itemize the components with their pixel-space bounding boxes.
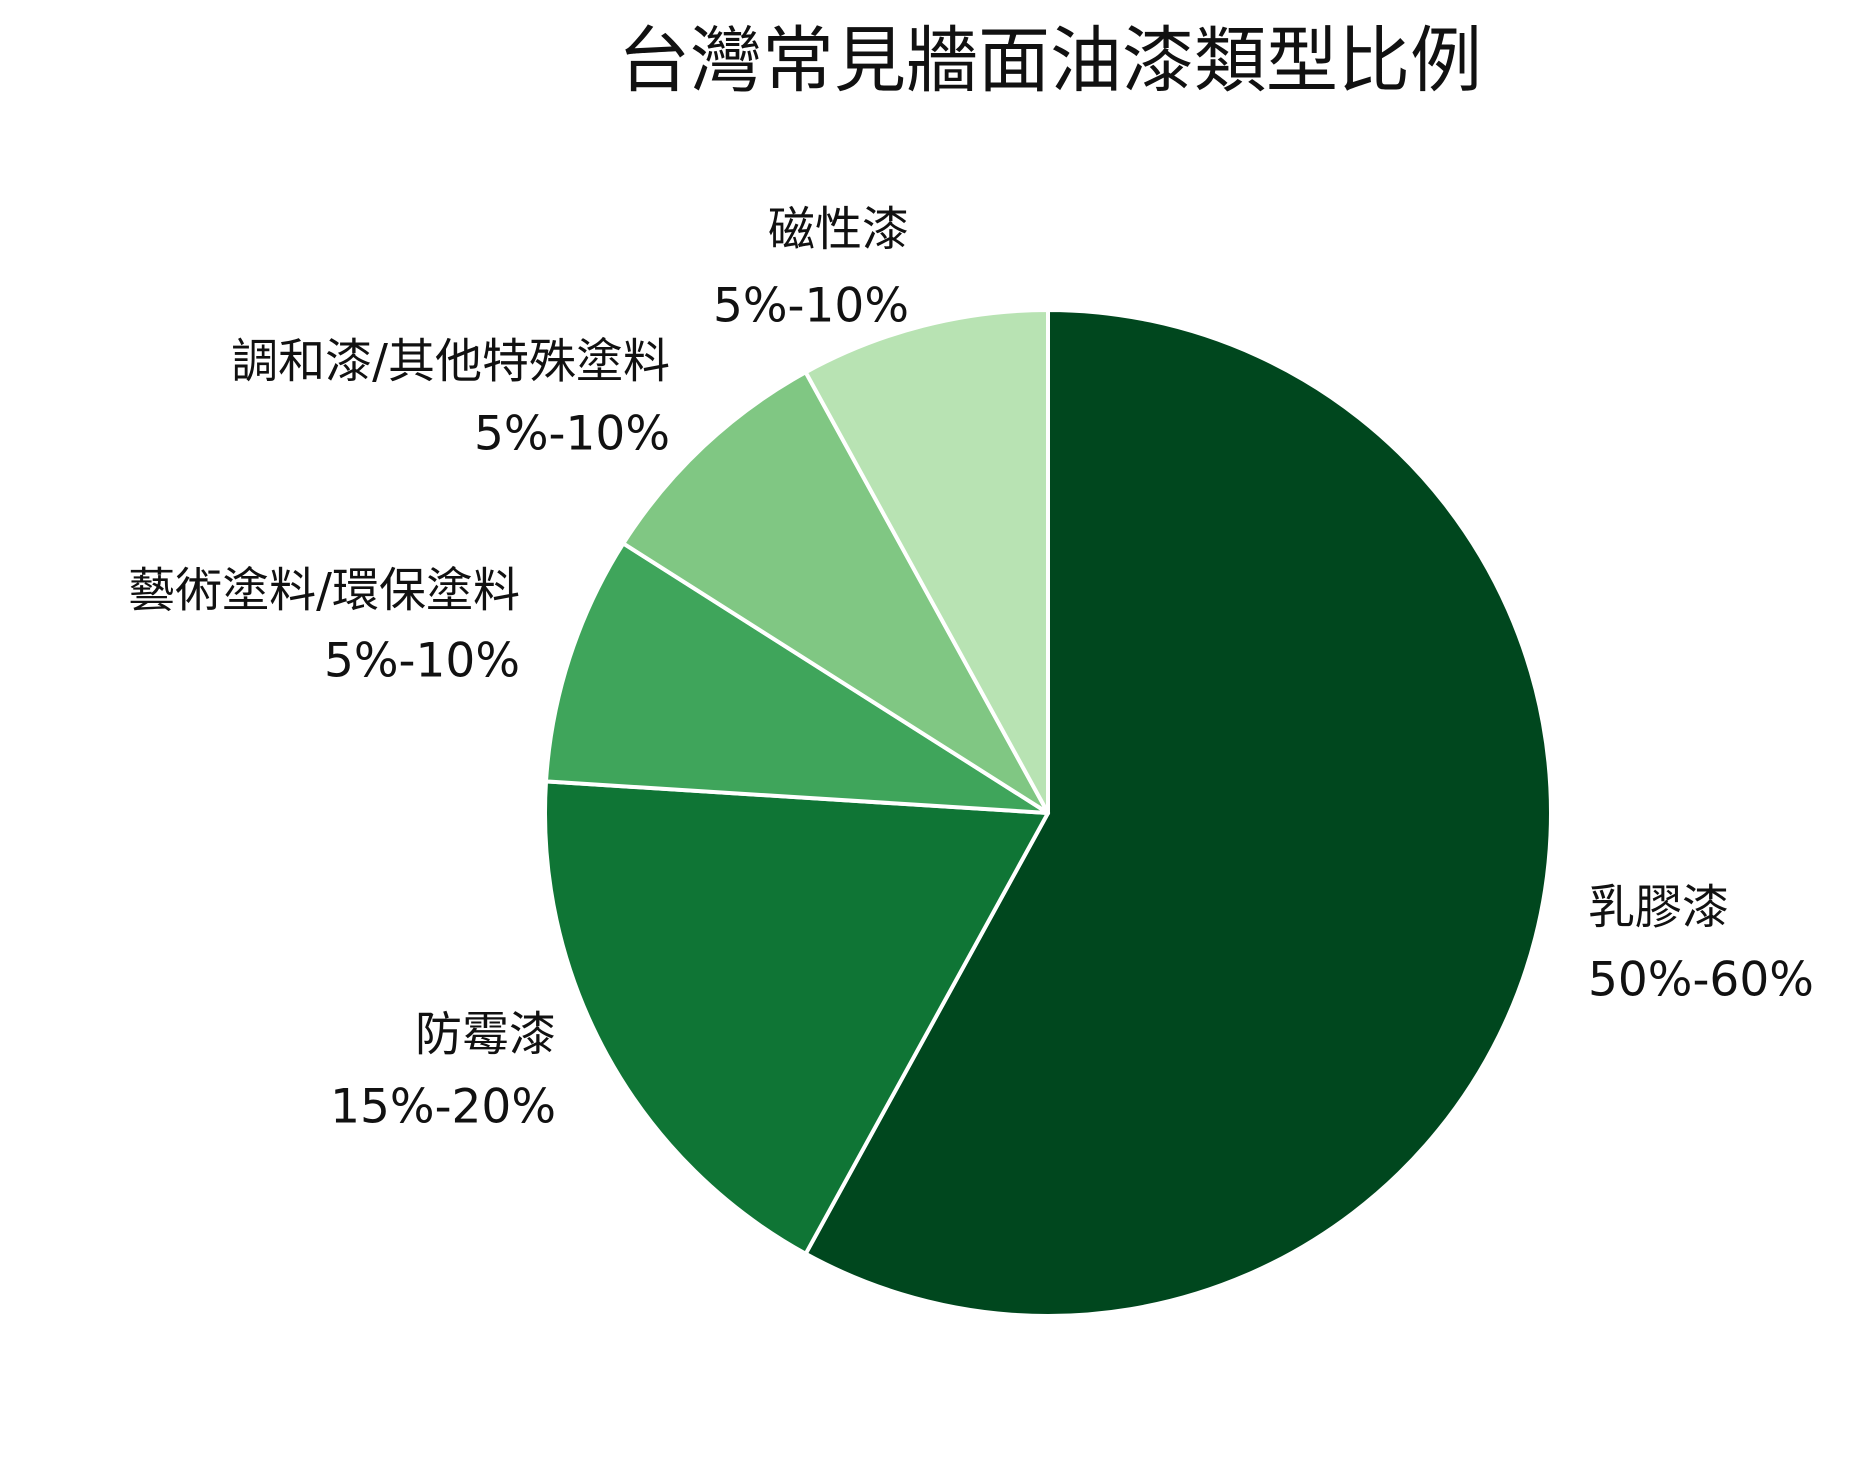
slice-value-label: 5%-10% [324, 634, 520, 689]
slice-value-label: 15%-20% [330, 1080, 556, 1135]
slice-label: 磁性漆 [768, 203, 909, 258]
slice-value-label: 5%-10% [474, 407, 670, 462]
pie-slice [803, 308, 1553, 1318]
slice-value-label: 50%-60% [1588, 953, 1814, 1008]
slice-label: 防霉漆 [415, 1008, 556, 1063]
pie-slice [621, 370, 1050, 815]
chart-title: 台灣常見牆面油漆類型比例 [618, 19, 1482, 103]
slice-label: 乳膠漆 [1588, 881, 1729, 936]
slice-label: 藝術塗料/環保塗料 [128, 564, 520, 619]
pie-slice [803, 308, 1050, 815]
pie-slice [543, 541, 1050, 815]
slice-value-label: 5%-10% [713, 279, 909, 334]
slice-label: 調和漆/其他特殊塗料 [231, 335, 670, 390]
pie-slice [543, 779, 1050, 1256]
